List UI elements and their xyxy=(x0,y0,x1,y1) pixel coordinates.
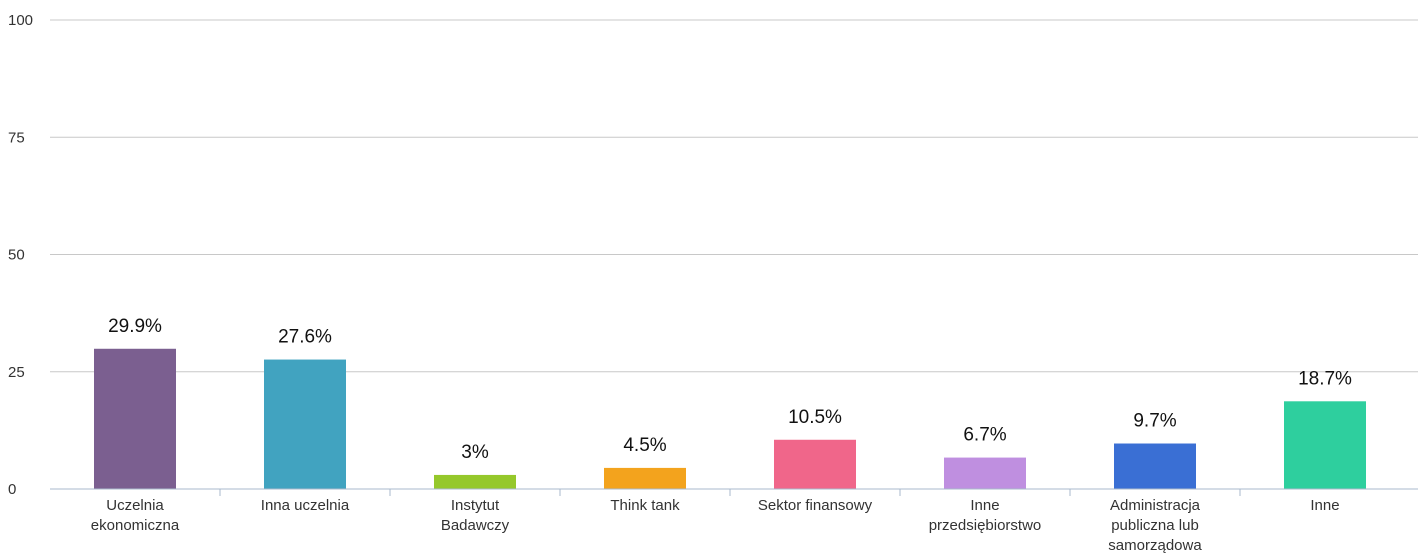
x-tick-label: Sektor finansowy xyxy=(758,497,873,514)
x-axis: Uczelnia ekonomiczna Inna uczelnia Instytut… xyxy=(50,488,1418,554)
data-label: 6.7% xyxy=(963,425,1006,446)
data-label: 4.5% xyxy=(623,435,666,456)
data-label: 3% xyxy=(461,442,489,463)
x-tick-label: Administracja xyxy=(1110,497,1201,514)
bar xyxy=(94,348,176,489)
bar xyxy=(434,474,516,489)
bars xyxy=(94,348,1366,489)
bar xyxy=(604,467,686,489)
data-label: 10.5% xyxy=(788,407,842,428)
x-tick-label: ekonomiczna xyxy=(91,517,180,534)
y-tick-label: 25 xyxy=(8,364,25,381)
y-tick-label: 50 xyxy=(8,247,25,264)
y-tick-label: 0 xyxy=(8,481,16,498)
y-tick-label: 75 xyxy=(8,129,25,146)
bar xyxy=(1114,443,1196,489)
x-tick-label: Badawczy xyxy=(441,517,510,534)
x-tick-label: Inne xyxy=(1310,497,1339,514)
x-tick-label: publiczna lub xyxy=(1111,517,1199,534)
data-label: 29.9% xyxy=(108,316,162,337)
x-tick-label: Think tank xyxy=(610,497,680,514)
bar xyxy=(1284,401,1366,489)
y-axis: 0 25 50 75 100 xyxy=(8,12,33,498)
bar xyxy=(264,359,346,489)
data-label: 18.7% xyxy=(1298,368,1352,389)
y-tick-label: 100 xyxy=(8,12,33,29)
data-label: 9.7% xyxy=(1133,411,1176,432)
gridlines xyxy=(50,19,1418,373)
x-tick-label: Inna uczelnia xyxy=(261,497,350,514)
x-tick-label: Instytut xyxy=(451,497,500,514)
bar xyxy=(944,457,1026,489)
x-tick-label: Uczelnia xyxy=(106,497,164,514)
x-tick-label: przedsiębiorstwo xyxy=(929,517,1042,534)
x-tick-label: Inne xyxy=(970,497,999,514)
x-tick-label: samorządowa xyxy=(1108,537,1202,554)
bar xyxy=(774,439,856,489)
data-labels: 29.9% 27.6% 3% 4.5% 10.5% 6.7% 9.7% 18.7% xyxy=(108,316,1352,463)
data-label: 27.6% xyxy=(278,327,332,348)
